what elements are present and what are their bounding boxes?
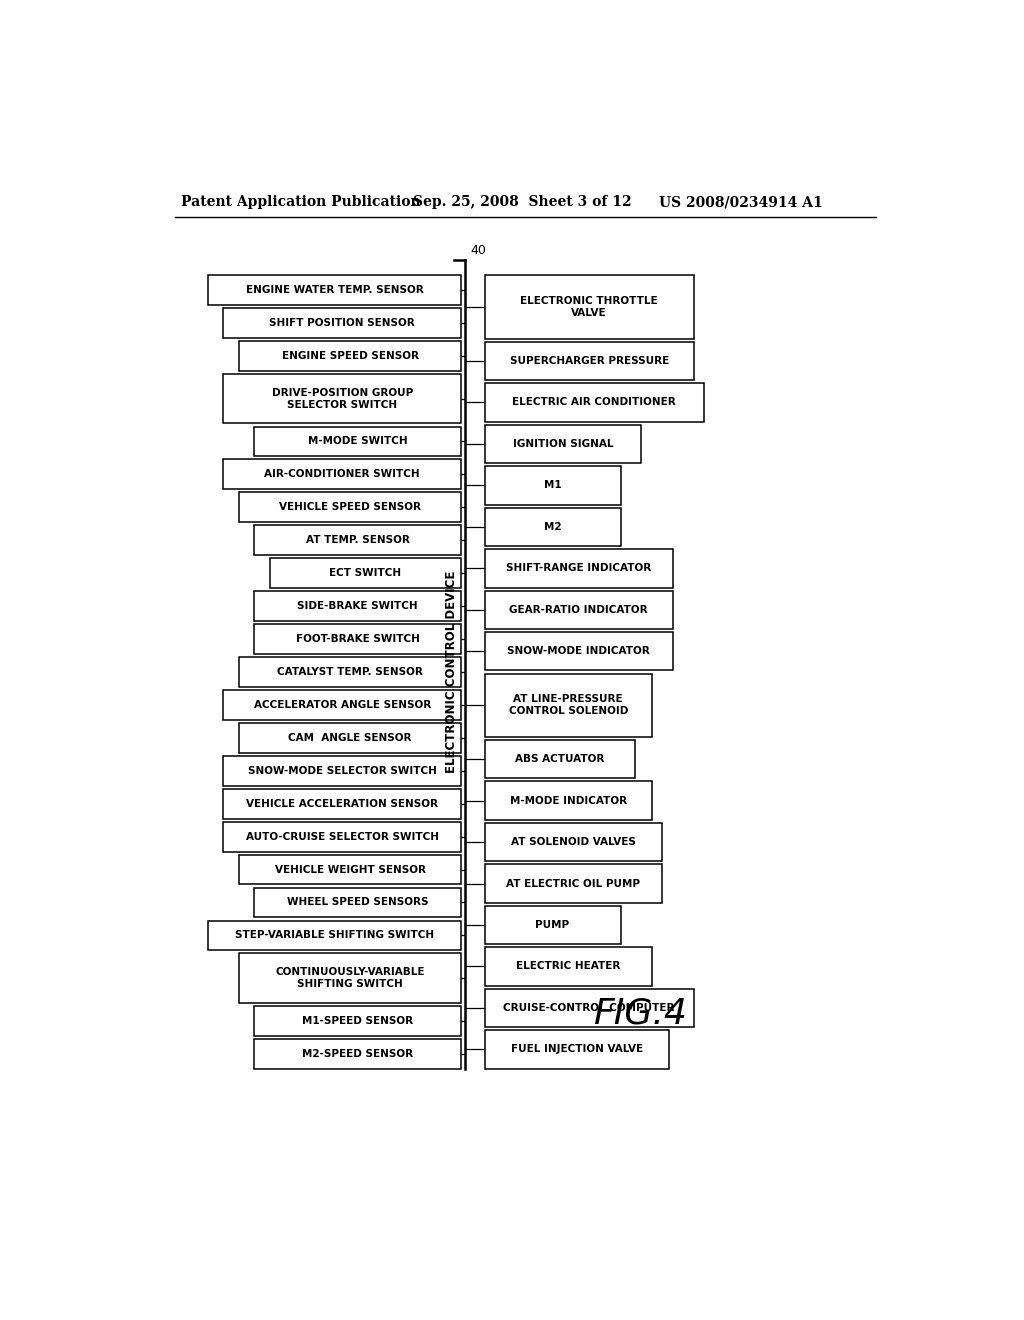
Text: ENGINE SPEED SENSOR: ENGINE SPEED SENSOR xyxy=(282,351,419,362)
Text: Patent Application Publication: Patent Application Publication xyxy=(180,195,420,210)
Text: ABS ACTUATOR: ABS ACTUATOR xyxy=(515,754,604,764)
FancyBboxPatch shape xyxy=(484,425,641,463)
FancyBboxPatch shape xyxy=(484,383,705,421)
FancyBboxPatch shape xyxy=(254,1039,461,1069)
Text: SHIFT POSITION SENSOR: SHIFT POSITION SENSOR xyxy=(269,318,415,329)
FancyBboxPatch shape xyxy=(239,953,461,1003)
Text: ELECTRIC HEATER: ELECTRIC HEATER xyxy=(516,961,621,972)
FancyBboxPatch shape xyxy=(239,342,461,371)
Text: ELECTRONIC CONTROL DEVICE: ELECTRONIC CONTROL DEVICE xyxy=(444,570,458,774)
FancyBboxPatch shape xyxy=(254,887,461,917)
Text: SNOW-MODE SELECTOR SWITCH: SNOW-MODE SELECTOR SWITCH xyxy=(248,766,436,776)
Text: ELECTRONIC THROTTLE
VALVE: ELECTRONIC THROTTLE VALVE xyxy=(520,296,658,318)
Text: CATALYST TEMP. SENSOR: CATALYST TEMP. SENSOR xyxy=(278,667,423,677)
FancyBboxPatch shape xyxy=(484,822,663,861)
FancyBboxPatch shape xyxy=(223,822,461,851)
FancyBboxPatch shape xyxy=(484,673,652,737)
Text: M2-SPEED SENSOR: M2-SPEED SENSOR xyxy=(302,1048,414,1059)
Text: WHEEL SPEED SENSORS: WHEEL SPEED SENSORS xyxy=(287,898,428,907)
FancyBboxPatch shape xyxy=(484,781,652,820)
FancyBboxPatch shape xyxy=(254,624,461,653)
FancyBboxPatch shape xyxy=(239,657,461,686)
Text: CONTINUOUSLY-VARIABLE
SHIFTING SWITCH: CONTINUOUSLY-VARIABLE SHIFTING SWITCH xyxy=(275,968,425,989)
FancyBboxPatch shape xyxy=(484,590,673,630)
FancyBboxPatch shape xyxy=(484,508,621,546)
FancyBboxPatch shape xyxy=(484,342,693,380)
Text: AT ELECTRIC OIL PUMP: AT ELECTRIC OIL PUMP xyxy=(507,879,640,888)
Text: ACCELERATOR ANGLE SENSOR: ACCELERATOR ANGLE SENSOR xyxy=(254,700,431,710)
Text: FOOT-BRAKE SWITCH: FOOT-BRAKE SWITCH xyxy=(296,634,420,644)
Text: PUMP: PUMP xyxy=(536,920,569,931)
Text: Sep. 25, 2008  Sheet 3 of 12: Sep. 25, 2008 Sheet 3 of 12 xyxy=(414,195,632,210)
FancyBboxPatch shape xyxy=(254,591,461,620)
FancyBboxPatch shape xyxy=(484,466,621,504)
Text: SIDE-BRAKE SWITCH: SIDE-BRAKE SWITCH xyxy=(298,601,418,611)
Text: FUEL INJECTION VALVE: FUEL INJECTION VALVE xyxy=(511,1044,643,1055)
Text: CRUISE-CONTROL COMPUTER: CRUISE-CONTROL COMPUTER xyxy=(504,1003,675,1012)
Text: STEP-VARIABLE SHIFTING SWITCH: STEP-VARIABLE SHIFTING SWITCH xyxy=(234,931,434,940)
Text: AUTO-CRUISE SELECTOR SWITCH: AUTO-CRUISE SELECTOR SWITCH xyxy=(246,832,439,842)
FancyBboxPatch shape xyxy=(239,723,461,752)
Text: M-MODE SWITCH: M-MODE SWITCH xyxy=(308,437,408,446)
FancyBboxPatch shape xyxy=(484,989,693,1027)
FancyBboxPatch shape xyxy=(223,789,461,818)
FancyBboxPatch shape xyxy=(484,948,652,986)
FancyBboxPatch shape xyxy=(239,854,461,884)
FancyBboxPatch shape xyxy=(254,426,461,457)
FancyBboxPatch shape xyxy=(484,549,673,587)
Text: ELECTRIC AIR CONDITIONER: ELECTRIC AIR CONDITIONER xyxy=(512,397,676,408)
FancyBboxPatch shape xyxy=(223,459,461,490)
Text: VEHICLE SPEED SENSOR: VEHICLE SPEED SENSOR xyxy=(279,503,421,512)
FancyBboxPatch shape xyxy=(254,1006,461,1036)
FancyBboxPatch shape xyxy=(208,276,461,305)
Text: AIR-CONDITIONER SWITCH: AIR-CONDITIONER SWITCH xyxy=(264,470,420,479)
FancyBboxPatch shape xyxy=(208,920,461,950)
Text: CAM  ANGLE SENSOR: CAM ANGLE SENSOR xyxy=(289,733,412,743)
Text: AT SOLENOID VALVES: AT SOLENOID VALVES xyxy=(511,837,636,847)
FancyBboxPatch shape xyxy=(223,309,461,338)
FancyBboxPatch shape xyxy=(484,276,693,339)
FancyBboxPatch shape xyxy=(484,1030,669,1069)
Text: AT TEMP. SENSOR: AT TEMP. SENSOR xyxy=(306,536,410,545)
Text: M1-SPEED SENSOR: M1-SPEED SENSOR xyxy=(302,1015,414,1026)
Text: M2: M2 xyxy=(544,521,561,532)
Text: ENGINE WATER TEMP. SENSOR: ENGINE WATER TEMP. SENSOR xyxy=(246,285,423,296)
Text: VEHICLE WEIGHT SENSOR: VEHICLE WEIGHT SENSOR xyxy=(274,865,426,875)
FancyBboxPatch shape xyxy=(254,525,461,556)
FancyBboxPatch shape xyxy=(223,756,461,785)
FancyBboxPatch shape xyxy=(484,741,635,779)
Text: GEAR-RATIO INDICATOR: GEAR-RATIO INDICATOR xyxy=(509,605,648,615)
FancyBboxPatch shape xyxy=(484,632,673,671)
Text: 40: 40 xyxy=(471,244,486,257)
FancyBboxPatch shape xyxy=(270,558,461,589)
Text: SUPERCHARGER PRESSURE: SUPERCHARGER PRESSURE xyxy=(510,356,669,366)
Text: M1: M1 xyxy=(544,480,561,491)
Text: US 2008/0234914 A1: US 2008/0234914 A1 xyxy=(658,195,822,210)
Text: M-MODE INDICATOR: M-MODE INDICATOR xyxy=(510,796,627,805)
Text: SNOW-MODE INDICATOR: SNOW-MODE INDICATOR xyxy=(507,647,650,656)
FancyBboxPatch shape xyxy=(484,865,663,903)
Text: AT LINE-PRESSURE
CONTROL SOLENOID: AT LINE-PRESSURE CONTROL SOLENOID xyxy=(509,694,628,715)
Text: VEHICLE ACCELERATION SENSOR: VEHICLE ACCELERATION SENSOR xyxy=(247,799,438,809)
FancyBboxPatch shape xyxy=(484,906,621,944)
Text: SHIFT-RANGE INDICATOR: SHIFT-RANGE INDICATOR xyxy=(506,564,651,573)
Text: DRIVE-POSITION GROUP
SELECTOR SWITCH: DRIVE-POSITION GROUP SELECTOR SWITCH xyxy=(271,388,413,409)
Text: FIG.4: FIG.4 xyxy=(593,997,686,1030)
FancyBboxPatch shape xyxy=(223,375,461,424)
FancyBboxPatch shape xyxy=(239,492,461,523)
FancyBboxPatch shape xyxy=(223,690,461,719)
Text: IGNITION SIGNAL: IGNITION SIGNAL xyxy=(513,440,613,449)
Text: ECT SWITCH: ECT SWITCH xyxy=(330,568,401,578)
